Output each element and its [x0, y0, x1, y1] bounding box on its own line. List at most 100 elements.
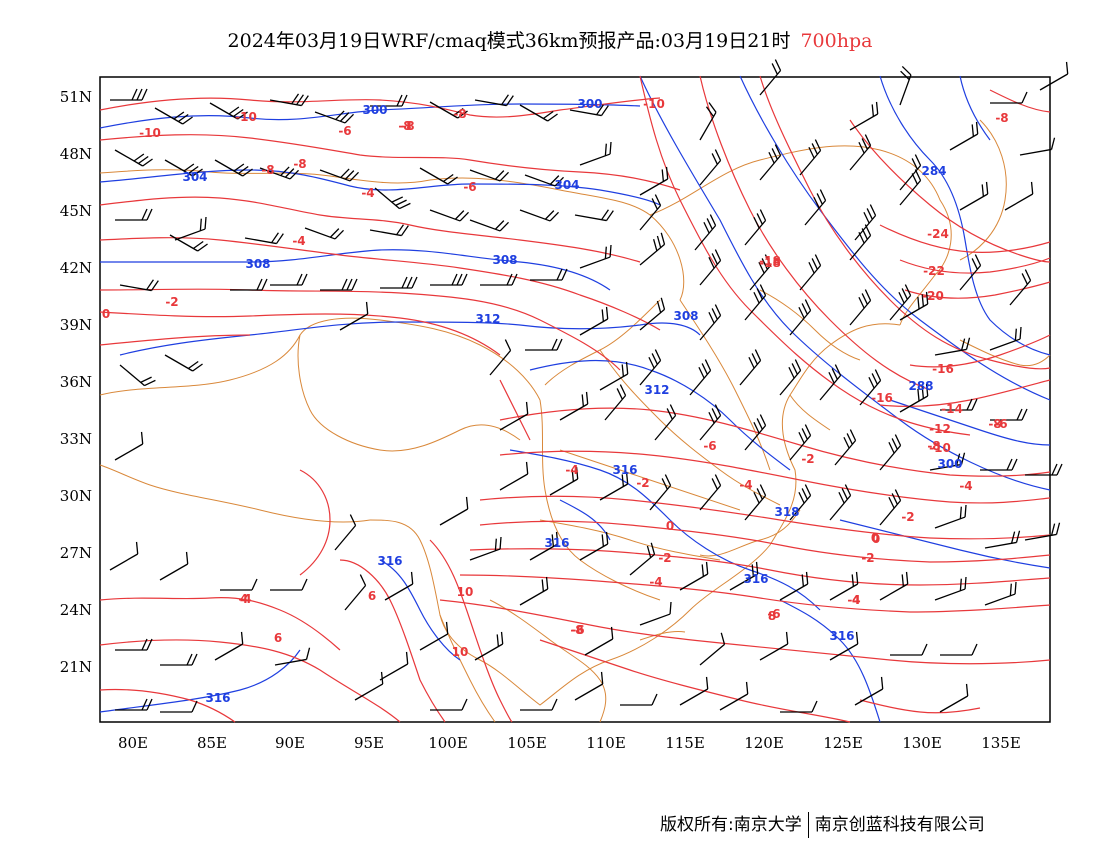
temperature-label: -8	[988, 417, 1001, 431]
temperature-label: -16	[871, 391, 893, 405]
y-tick-label: 30N	[60, 487, 92, 505]
height-label: 318	[774, 505, 799, 519]
wind-barb	[654, 404, 677, 441]
wind-barb	[744, 209, 767, 246]
temperature-label: 0	[102, 307, 110, 321]
wind-barb	[759, 631, 789, 661]
temperature-label: -2	[658, 551, 671, 565]
wind-barb	[819, 364, 842, 401]
wind-barb	[739, 349, 762, 386]
wind-barb	[480, 273, 518, 286]
wind-barb	[274, 647, 311, 666]
wind-barb	[899, 154, 922, 191]
temperature-label: 4	[240, 592, 248, 606]
wind-barb	[699, 474, 722, 511]
temperature-label: -6	[463, 180, 476, 194]
wind-barb	[584, 626, 614, 656]
wind-barb	[699, 304, 722, 341]
wind-barb	[949, 121, 979, 151]
height-label: 312	[644, 383, 669, 397]
wind-barb	[934, 504, 967, 529]
wind-barb	[574, 671, 604, 701]
wind-barb	[719, 681, 749, 711]
wind-barb	[849, 289, 872, 326]
temperature-label: -6	[767, 607, 780, 621]
wind-barb	[474, 94, 514, 107]
height-label: 308	[245, 257, 270, 271]
wind-barb	[114, 149, 153, 167]
height-labels: 300 300 304 304 308 308 312 308 312 316 316 316 316 2…	[182, 97, 962, 705]
temperature-label: 8	[768, 609, 776, 623]
wind-barb	[525, 338, 563, 351]
credit-left: 版权所有:南京大学	[660, 815, 802, 835]
wind-barb	[699, 404, 722, 441]
wind-barb	[109, 541, 139, 571]
temperature-label: -2	[901, 510, 914, 524]
wind-barb	[115, 638, 153, 651]
wind-barb	[119, 364, 156, 387]
wind-barb	[519, 209, 559, 222]
y-tick-label: 21N	[60, 658, 92, 676]
x-tick-label: 130E	[902, 734, 942, 752]
temperature-label: -4	[739, 478, 752, 492]
wind-barb	[579, 306, 609, 336]
wind-barb	[934, 576, 967, 601]
wind-barb	[520, 698, 558, 711]
wind-barb	[639, 166, 669, 196]
wind-barb	[834, 429, 857, 466]
x-tick-label: 105E	[507, 734, 547, 752]
wind-barb	[779, 359, 802, 396]
height-label: 316	[205, 691, 230, 705]
wind-barb	[384, 571, 414, 601]
wind-barb	[579, 141, 612, 166]
wind-barb	[799, 139, 822, 176]
height-label: 316	[612, 463, 637, 477]
wind-barb	[604, 384, 627, 421]
wind-barb	[639, 232, 666, 266]
wind-barb	[529, 531, 559, 561]
temperature-label: 0	[666, 519, 674, 533]
temperature-label: -4	[292, 234, 305, 248]
wind-barb	[115, 698, 153, 711]
wind-barb	[990, 408, 1028, 421]
temperature-label: -6	[994, 417, 1007, 431]
wind-barb	[744, 284, 767, 321]
wind-barb	[214, 631, 244, 661]
x-tick-label: 110E	[586, 734, 626, 752]
x-tick-label: 85E	[197, 734, 227, 752]
temperature-label: 10	[457, 585, 474, 599]
wind-barb	[859, 369, 882, 406]
wind-barb	[639, 601, 672, 626]
temperature-label: -6	[571, 623, 584, 637]
height-label: 308	[492, 253, 517, 267]
wind-barb	[339, 301, 369, 331]
wind-barb	[620, 693, 658, 706]
temperature-label: -8	[398, 119, 411, 133]
wind-barb	[789, 484, 812, 521]
wind-barb	[430, 698, 468, 711]
wind-barb	[959, 254, 982, 291]
height-label: 288	[908, 379, 933, 393]
temperature-label: -8	[927, 439, 940, 453]
wind-barbs	[109, 59, 1069, 713]
wind-barb	[115, 208, 153, 221]
temperature-label: -8	[261, 163, 274, 177]
temperature-label: -8	[570, 623, 583, 637]
wind-barb	[829, 571, 859, 601]
wind-barb	[699, 249, 722, 286]
wind-barb	[940, 643, 978, 656]
wind-barb	[110, 88, 148, 101]
y-tick-label: 51N	[60, 88, 92, 106]
wind-barb	[354, 671, 384, 701]
wind-barb	[334, 514, 357, 551]
wind-barb	[599, 471, 629, 501]
temperature-label: 10	[452, 645, 469, 659]
temperature-label: -2	[801, 452, 814, 466]
wind-barb	[694, 214, 717, 251]
temperature-label: -8	[401, 119, 414, 133]
wind-barb	[749, 254, 772, 291]
temperature-label: 0	[872, 532, 880, 546]
wind-barb	[519, 576, 549, 606]
temperature-label: -4	[649, 575, 662, 589]
temperature-label: -10	[235, 110, 257, 124]
